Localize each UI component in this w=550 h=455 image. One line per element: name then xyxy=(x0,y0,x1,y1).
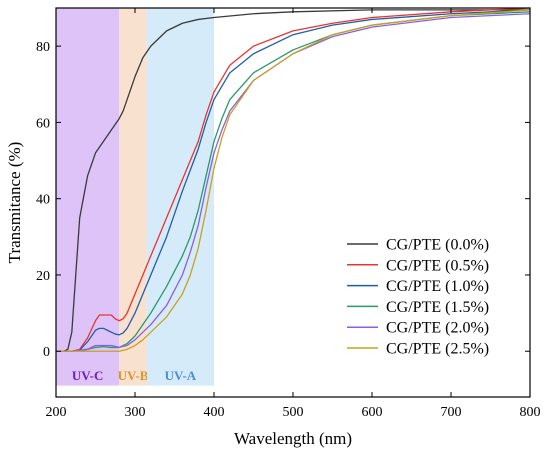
band-uv-b xyxy=(119,8,147,386)
x-tick-label: 800 xyxy=(520,405,541,420)
uv-bands: UV-C UV-B UV-A xyxy=(56,8,214,386)
x-tick-label: 300 xyxy=(125,405,146,420)
x-axis-title: Wavelength (nm) xyxy=(234,429,352,448)
legend-label-0: CG/PTE (0.0%) xyxy=(386,237,489,254)
x-tick-label: 400 xyxy=(204,405,225,420)
y-axis-title: Transmitance (%) xyxy=(5,142,24,264)
band-label-uv-c: UV-C xyxy=(72,368,104,383)
x-tick-label: 700 xyxy=(441,405,462,420)
series-line-3 xyxy=(56,11,531,352)
legend-label-3: CG/PTE (1.5%) xyxy=(386,299,489,316)
legend: CG/PTE (0.0%) CG/PTE (0.5%) CG/PTE (1.0%) C… xyxy=(347,237,489,358)
series-line-5 xyxy=(56,9,531,352)
y-tick-label: 0 xyxy=(43,345,50,360)
y-tick-label: 60 xyxy=(36,116,50,131)
legend-label-4: CG/PTE (2.0%) xyxy=(386,320,489,337)
series-line-0 xyxy=(56,9,530,352)
legend-label-5: CG/PTE (2.5%) xyxy=(386,341,489,358)
y-tick-label: 40 xyxy=(36,193,50,208)
y-tick-label: 20 xyxy=(36,269,50,284)
series-line-2 xyxy=(56,9,531,352)
x-tick-label: 200 xyxy=(46,405,67,420)
band-label-uv-a: UV-A xyxy=(165,368,197,383)
legend-label-2: CG/PTE (1.0%) xyxy=(386,278,489,295)
series-lines xyxy=(56,7,531,352)
band-uv-c xyxy=(56,8,120,386)
band-label-uv-b: UV-B xyxy=(118,368,149,383)
axis-ticks: 200 300 400 500 600 700 800 0 20 40 60 80 xyxy=(36,8,541,420)
series-line-1 xyxy=(56,7,531,352)
y-tick-label: 80 xyxy=(36,40,50,55)
legend-label-1: CG/PTE (0.5%) xyxy=(386,257,489,274)
x-tick-label: 600 xyxy=(362,405,383,420)
x-tick-label: 500 xyxy=(283,405,304,420)
